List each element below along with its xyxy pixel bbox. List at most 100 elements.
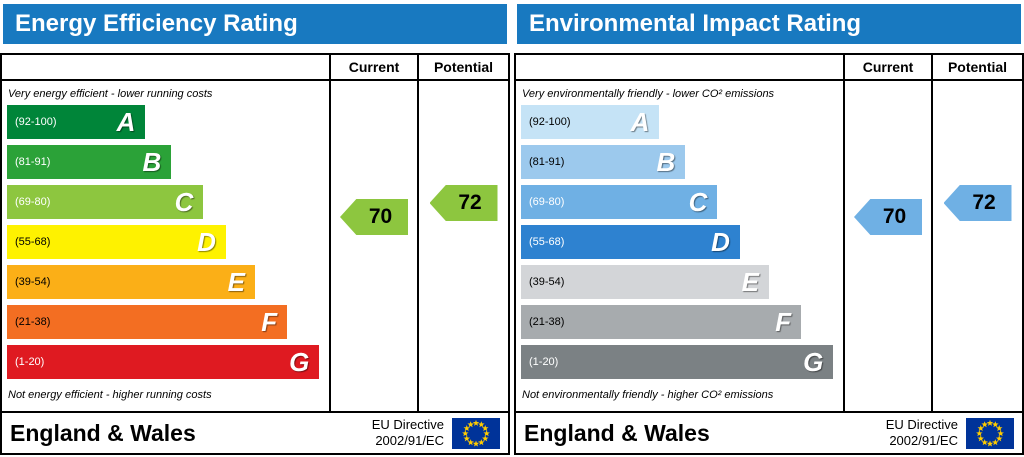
environmental-current-rating-value: 70 <box>882 205 907 228</box>
environmental-title-bar: Environmental Impact Rating <box>517 4 1021 44</box>
energy-header-spacer <box>2 55 329 79</box>
environmental-band-bar-b: (81-91) B <box>521 145 686 179</box>
energy-band-bar-e: (39-54) E <box>7 265 255 299</box>
region-label: England & Wales <box>10 419 196 446</box>
band-letter: A <box>630 107 650 137</box>
band-range-label: (55-68) <box>15 236 51 248</box>
energy-band-row-e: (39-54) E <box>2 265 329 305</box>
environmental-potential-rating-arrow: 72 <box>943 185 1012 221</box>
eu-flag-icon <box>966 417 1014 449</box>
band-range-label: (21-38) <box>15 316 51 328</box>
band-range-label: (55-68) <box>529 236 565 248</box>
energy-potential-column: 72 <box>417 81 508 411</box>
energy-band-bar-a: (92-100) A <box>7 105 146 139</box>
energy-panel-title: Energy Efficiency Rating <box>15 10 298 37</box>
environmental-current-rating-arrow: 70 <box>854 199 922 235</box>
energy-top-note: Very energy efficient - lower running co… <box>8 88 213 100</box>
eu-directive-line1: EU Directive <box>371 417 444 432</box>
energy-column-header-row: Current Potential <box>2 55 508 81</box>
band-range-label: (21-38) <box>529 316 565 328</box>
eu-directive-group: EU Directive 2002/91/EC <box>372 417 500 449</box>
eu-directive-line1: EU Directive <box>885 417 958 432</box>
energy-bottom-note: Not energy efficient - higher running co… <box>8 389 212 401</box>
environmental-current-column: 70 <box>843 81 931 411</box>
environmental-band-bar-f: (21-38) F <box>521 305 802 339</box>
energy-band-bar-c: (69-80) C <box>7 185 204 219</box>
environmental-column-header-row: Current Potential <box>516 55 1022 81</box>
eu-directive-line2: 2002/91/EC <box>889 433 958 448</box>
eu-directive-line2: 2002/91/EC <box>375 433 444 448</box>
band-letter: D <box>711 227 730 257</box>
environmental-potential-column-header: Potential <box>931 55 1022 79</box>
energy-band-row-g: (1-20) G <box>2 345 329 385</box>
environmental-band-row-a: (92-100) A <box>516 105 843 145</box>
band-range-label: (69-80) <box>529 196 565 208</box>
band-letter: F <box>261 307 278 337</box>
energy-current-column-header: Current <box>329 55 417 79</box>
environmental-header-spacer <box>516 55 843 79</box>
environmental-top-note: Very environmentally friendly - lower CO… <box>522 88 775 100</box>
energy-current-rating-arrow: 70 <box>340 199 408 235</box>
band-range-label: (39-54) <box>15 276 51 288</box>
environmental-band-row-b: (81-91) B <box>516 145 843 185</box>
environmental-chart-area: Very environmentally friendly - lower CO… <box>516 81 1022 411</box>
environmental-panel-footer: England & Wales EU Directive 2002/91/EC <box>516 411 1022 453</box>
band-range-label: (1-20) <box>15 356 45 368</box>
band-letter: D <box>197 227 216 257</box>
band-range-label: (92-100) <box>15 116 57 128</box>
energy-title-bar: Energy Efficiency Rating <box>3 4 507 44</box>
energy-potential-column-header: Potential <box>417 55 508 79</box>
environmental-current-column-header: Current <box>843 55 931 79</box>
band-range-label: (1-20) <box>529 356 559 368</box>
energy-band-row-b: (81-91) B <box>2 145 329 185</box>
environmental-band-row-c: (69-80) C <box>516 185 843 225</box>
environmental-band-bar-a: (92-100) A <box>521 105 660 139</box>
energy-potential-rating-arrow: 72 <box>429 185 498 221</box>
environmental-bottom-note: Not environmentally friendly - higher CO… <box>522 389 774 401</box>
energy-panel-footer: England & Wales EU Directive 2002/91/EC <box>2 411 508 453</box>
environmental-potential-column: 72 <box>931 81 1022 411</box>
energy-potential-rating-value: 72 <box>458 191 482 214</box>
environmental-band-bar-d: (55-68) D <box>521 225 740 259</box>
band-letter: G <box>289 347 310 377</box>
band-letter: B <box>656 147 676 177</box>
band-letter: C <box>688 187 708 217</box>
energy-current-column: 70 <box>329 81 417 411</box>
energy-band-row-f: (21-38) F <box>2 305 329 345</box>
energy-efficiency-panel: Energy Efficiency Rating Current Potenti… <box>0 0 510 457</box>
energy-current-rating-value: 70 <box>368 205 393 228</box>
energy-chart-area: Very energy efficient - lower running co… <box>2 81 508 411</box>
energy-chart-box: Current Potential Very energy efficient … <box>0 53 510 455</box>
region-label: England & Wales <box>524 419 710 446</box>
band-range-label: (81-91) <box>15 156 51 168</box>
band-range-label: (39-54) <box>529 276 565 288</box>
band-range-label: (92-100) <box>529 116 571 128</box>
environmental-band-row-e: (39-54) E <box>516 265 843 305</box>
eu-directive-text: EU Directive 2002/91/EC <box>886 417 958 449</box>
environmental-band-bar-c: (69-80) C <box>521 185 718 219</box>
environmental-band-row-d: (55-68) D <box>516 225 843 265</box>
energy-band-row-d: (55-68) D <box>2 225 329 265</box>
environmental-bands-column: Very environmentally friendly - lower CO… <box>516 81 843 411</box>
energy-bands-column: Very energy efficient - lower running co… <box>2 81 329 411</box>
environmental-panel-title: Environmental Impact Rating <box>529 10 862 37</box>
band-range-label: (81-91) <box>529 156 565 168</box>
band-letter: E <box>741 267 759 297</box>
environmental-band-bar-g: (1-20) G <box>521 345 834 379</box>
environmental-chart-box: Current Potential Very environmentally f… <box>514 53 1024 455</box>
environmental-band-row-g: (1-20) G <box>516 345 843 385</box>
environmental-band-row-f: (21-38) F <box>516 305 843 345</box>
eu-flag-icon <box>452 417 500 449</box>
eu-directive-text: EU Directive 2002/91/EC <box>372 417 444 449</box>
band-letter: E <box>227 267 245 297</box>
band-letter: A <box>116 107 136 137</box>
environmental-impact-panel: Environmental Impact Rating Current Pote… <box>514 0 1024 457</box>
energy-band-bar-g: (1-20) G <box>7 345 320 379</box>
eu-directive-group: EU Directive 2002/91/EC <box>886 417 1014 449</box>
energy-band-bar-d: (55-68) D <box>7 225 226 259</box>
energy-band-row-a: (92-100) A <box>2 105 329 145</box>
band-letter: B <box>142 147 162 177</box>
energy-band-row-c: (69-80) C <box>2 185 329 225</box>
band-range-label: (69-80) <box>15 196 51 208</box>
